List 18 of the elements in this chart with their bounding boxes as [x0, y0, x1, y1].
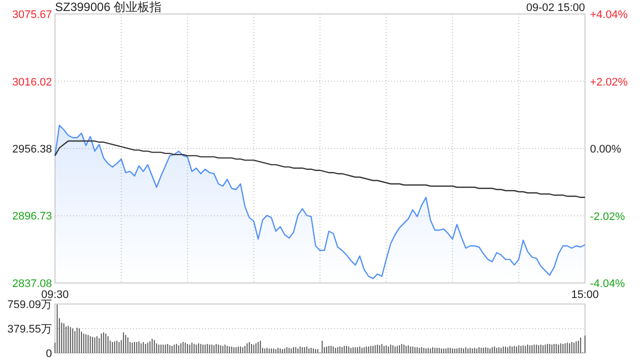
y-tick-label: 2837.08: [12, 278, 52, 290]
y-tick-label: 2896.73: [12, 210, 52, 223]
x-tick-label: 15:00: [571, 289, 599, 301]
y-tick-label: 379.55万: [7, 324, 52, 336]
chart-title: SZ399006 创业板指: [55, 0, 162, 14]
y2-tick-label: +4.04%: [590, 9, 628, 21]
y-tick-label: 3016.02: [12, 76, 52, 88]
y-tick-label: 3075.67: [12, 9, 52, 21]
y-tick-label: 0: [46, 348, 52, 360]
line-series: [54, 140, 586, 198]
y2-tick-label: -2.02%: [590, 210, 626, 223]
x-tick-label: 09:30: [41, 289, 69, 301]
text: 09-02 15:00: [526, 2, 585, 14]
y2-tick-label: +2.02%: [590, 76, 628, 88]
y2-tick-label: 0.00%: [590, 144, 622, 156]
y2-tick-label: -4.04%: [590, 278, 626, 290]
y-tick-label: 759.09万: [7, 299, 52, 311]
y-tick-label: 2956.38: [12, 143, 52, 156]
